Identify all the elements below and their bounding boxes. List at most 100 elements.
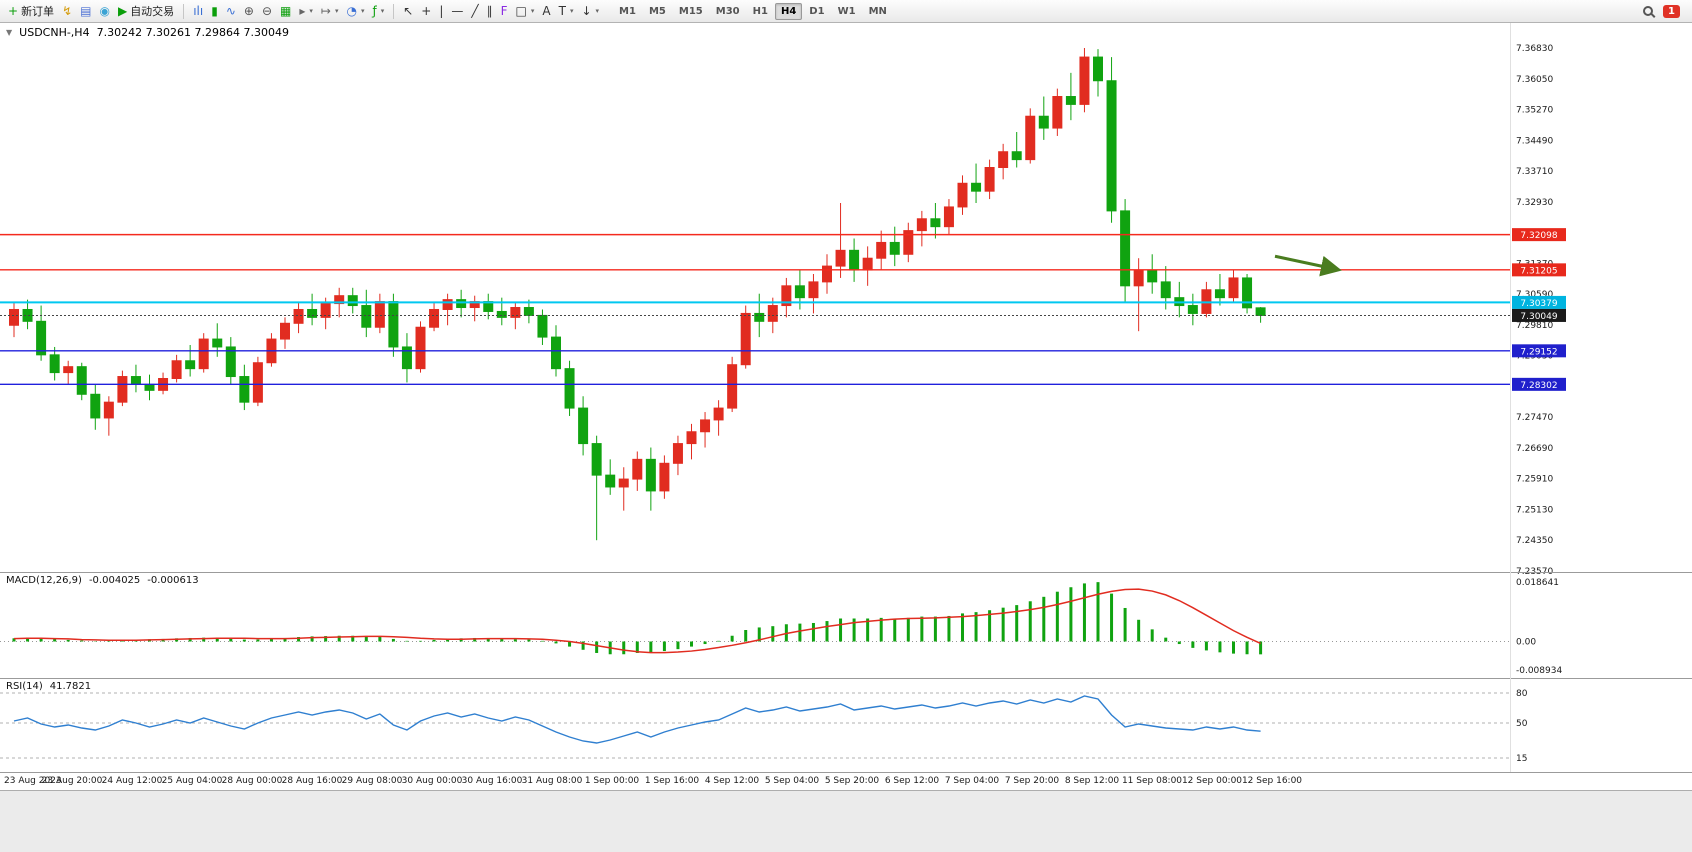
lightning-icon: ↯ <box>62 4 73 18</box>
cursor-button[interactable]: ↖ <box>400 2 416 20</box>
horizontal-line-button[interactable]: — <box>448 2 466 20</box>
macd-name: MACD(12,26,9) <box>6 575 82 586</box>
time-axis-label: 30 Aug 00:00 <box>402 776 463 786</box>
timeframe-h1[interactable]: H1 <box>752 5 768 17</box>
timeframe-d1[interactable]: D1 <box>809 5 825 17</box>
clock-icon: ◔ <box>346 4 357 18</box>
zoom-in-button[interactable]: ⊕ <box>241 2 257 20</box>
time-axis-label: 6 Sep 12:00 <box>885 776 940 786</box>
candle-body <box>388 301 399 348</box>
candlestick-icon: ▮ <box>211 4 218 18</box>
dropdown-arrow-icon: ▾ <box>309 7 313 15</box>
dropdown-arrow-icon: ▾ <box>360 7 365 15</box>
y-axis-tick: 7.32930 <box>1516 198 1553 208</box>
annotation-arrow[interactable] <box>1274 254 1342 277</box>
history-center-button[interactable]: ▤ <box>77 2 94 20</box>
channel-button[interactable]: ∥ <box>484 2 496 20</box>
candle-body <box>49 354 60 374</box>
y-axis-tick: 7.36050 <box>1516 75 1553 85</box>
periods-button[interactable]: ◔ ▾ <box>343 2 367 20</box>
time-axis-label: 23 Aug 2023 <box>4 776 62 786</box>
new-order-button[interactable]: + 新订单 <box>5 2 57 20</box>
resistance-line-lower-label-box <box>1512 263 1566 277</box>
candle-body <box>903 230 914 255</box>
chart-collapse-icon[interactable]: ▼ <box>6 28 13 37</box>
timeframe-mn[interactable]: MN <box>868 5 887 17</box>
vertical-line-button[interactable]: | <box>436 2 446 20</box>
toolbar-groups: + 新订单 ↯ ▤ ◉ ▶ 自动交易 ılı ▮ ∿ ⊕ ⊖ ▦ ▸ ▾ ↦ ▾ ◔ ▾ ƒ ▾ ↖ + | — ╱ ∥ F □ ▾ A T ▾… <box>4 2 603 20</box>
y-axis-tick: 7.34490 <box>1516 136 1553 146</box>
candle-body <box>510 307 521 318</box>
rsi-name: RSI(14) <box>6 681 43 692</box>
autotrading-button[interactable]: ▶ 自动交易 <box>115 2 177 20</box>
candle-body <box>713 407 724 421</box>
candle-body <box>537 314 548 338</box>
search-icon[interactable] <box>1643 6 1654 16</box>
navigator-button[interactable]: ◉ <box>96 2 112 20</box>
candle-body <box>930 218 941 228</box>
candle-body <box>1147 269 1158 283</box>
support-line-upper-label-box <box>1512 344 1566 358</box>
timeframe-m5[interactable]: M5 <box>648 5 666 17</box>
candle-body <box>1133 269 1144 287</box>
candle-body <box>1106 80 1117 212</box>
timeframe-bar: M1 M5 M15 M30 H1 H4 D1 W1 MN <box>613 2 893 20</box>
metaeditor-button[interactable]: ↯ <box>59 2 75 20</box>
crosshair-button[interactable]: + <box>418 2 434 20</box>
chart-ohlc-values: 7.30242 7.30261 7.29864 7.30049 <box>96 26 290 39</box>
candle-body <box>293 308 304 324</box>
text-button[interactable]: A <box>539 2 553 20</box>
timeframe-w1[interactable]: W1 <box>837 5 856 17</box>
time-axis-label: 5 Sep 20:00 <box>825 776 880 786</box>
fibonacci-button[interactable]: F <box>498 2 511 20</box>
chart-window: 7.36830 7.36050 7.35270 7.34490 7.33710 7.329… <box>0 23 1692 790</box>
time-axis-label: 7 Sep 20:00 <box>1005 776 1060 786</box>
chart-shift-button[interactable]: ↦ ▾ <box>318 2 342 20</box>
chart-line-button[interactable]: ∿ <box>223 2 239 20</box>
time-axis-label: 24 Aug 12:00 <box>102 776 163 786</box>
timeframe-m30[interactable]: M30 <box>715 5 740 17</box>
dropdown-arrow-icon: ▾ <box>380 7 385 15</box>
dropdown-arrow-icon: ▾ <box>569 7 574 15</box>
chart-canvas[interactable]: 7.36830 7.36050 7.35270 7.34490 7.33710 7.329… <box>0 23 1692 790</box>
timeframe-m15[interactable]: M15 <box>678 5 703 17</box>
notification-badge[interactable]: 1 <box>1663 4 1680 18</box>
shapes-button[interactable]: □ ▾ <box>513 2 538 20</box>
chart-bars-button[interactable]: ılı <box>190 2 206 20</box>
timeframe-h4[interactable]: H4 <box>774 2 803 20</box>
candle-body <box>1025 115 1036 161</box>
candle-body <box>225 346 236 378</box>
macd-axis-zero: 0.00 <box>1516 637 1536 647</box>
candle-body <box>645 458 656 492</box>
cursor-icon: ↖ <box>403 4 414 18</box>
candle-body <box>876 241 887 259</box>
candle-body <box>794 285 805 299</box>
candle-body <box>1052 96 1063 129</box>
auto-scroll-icon: ▸ <box>299 4 306 18</box>
tile-windows-button[interactable]: ▦ <box>277 2 294 20</box>
auto-scroll-button[interactable]: ▸ ▾ <box>296 2 316 20</box>
candle-body <box>171 360 182 380</box>
text-icon: A <box>542 4 551 18</box>
candle-body <box>632 458 643 480</box>
time-axis-label: 7 Sep 04:00 <box>945 776 1000 786</box>
y-axis-tick: 7.25910 <box>1516 475 1553 485</box>
candle-body <box>63 366 74 374</box>
zoom-out-button[interactable]: ⊖ <box>259 2 275 20</box>
candle-body <box>117 376 128 403</box>
label-button[interactable]: T ▾ <box>556 2 577 20</box>
status-bar-area <box>0 790 1692 852</box>
y-axis-tick: 7.35270 <box>1516 106 1553 116</box>
current-price-line-label: 7.30049 <box>1520 312 1557 322</box>
timeframe-m1[interactable]: M1 <box>619 5 636 17</box>
candle-body <box>76 366 87 395</box>
support-line-upper-label: 7.29152 <box>1520 347 1557 357</box>
arrows-button[interactable]: ↓ ▾ <box>578 2 602 20</box>
candle-body <box>916 218 927 232</box>
indicators-button[interactable]: ƒ ▾ <box>369 2 387 20</box>
chart-candles-button[interactable]: ▮ <box>208 2 221 20</box>
candle-body <box>239 376 250 403</box>
level-line-cyan-label-box <box>1512 295 1566 309</box>
trendline-button[interactable]: ╱ <box>468 2 481 20</box>
candle-body <box>754 312 765 322</box>
